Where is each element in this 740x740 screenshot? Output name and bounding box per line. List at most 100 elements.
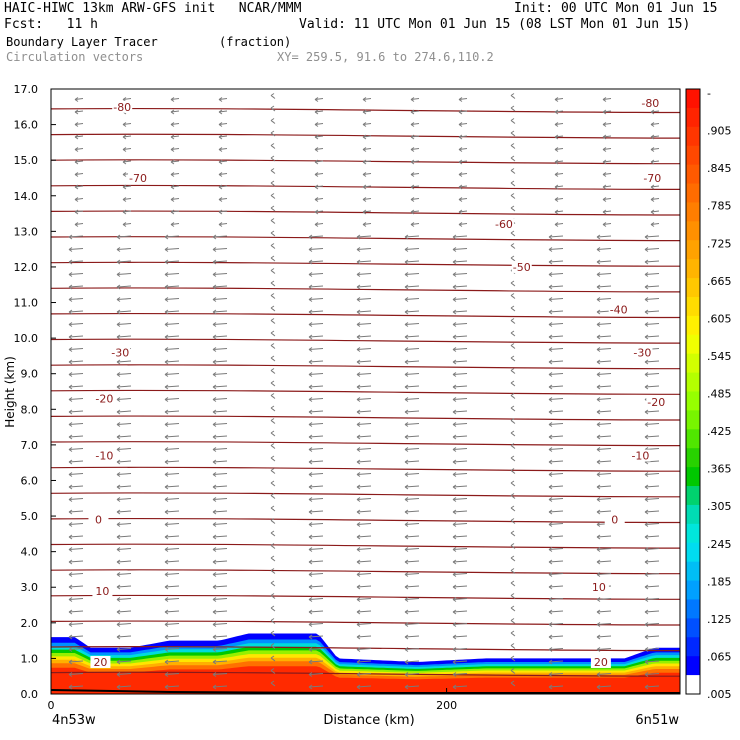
- vector-arrow: [548, 547, 564, 552]
- vector-arrow: [170, 159, 180, 165]
- vector-arrow: [74, 134, 84, 140]
- vector-arrow: [404, 547, 420, 552]
- vector-arrow: [548, 497, 564, 502]
- vector-arrow: [596, 684, 612, 690]
- vector-arrow: [308, 647, 324, 652]
- vector-arrow: [650, 147, 660, 152]
- vector-arrow: [212, 547, 228, 552]
- vector-arrow: [122, 222, 132, 227]
- vector-arrow: [458, 184, 468, 190]
- vector-arrow: [548, 484, 564, 490]
- vector-arrow: [170, 134, 180, 140]
- colorbar-label: .125: [707, 613, 732, 626]
- vector-arrow: [116, 622, 132, 627]
- vector-arrow: [510, 205, 516, 212]
- vector-arrow: [68, 234, 84, 240]
- vector-arrow: [212, 247, 228, 252]
- field-name: Boundary Layer Tracer: [6, 35, 158, 49]
- vector-arrow: [356, 284, 372, 290]
- vector-arrow: [404, 609, 420, 615]
- vector-arrow: [596, 372, 612, 377]
- model-title: HAIC-HIWC 13km ARW-GFS init NCAR/MMM: [4, 1, 302, 16]
- colorbar-label: .365: [707, 463, 732, 476]
- vector-arrow: [644, 647, 660, 652]
- vector-arrow: [452, 647, 468, 652]
- vector-arrow: [212, 597, 228, 602]
- vector-arrow: [404, 659, 420, 665]
- vector-arrow: [356, 359, 372, 365]
- vector-arrow: [270, 505, 276, 512]
- vector-arrow: [68, 559, 84, 565]
- vector-arrow: [644, 322, 660, 327]
- vector-arrow: [596, 334, 612, 340]
- forecast-hour: Fcst: 11 h: [4, 17, 98, 32]
- colorbar-label: .545: [707, 350, 732, 363]
- vector-arrow: [404, 309, 420, 315]
- vector-arrow: [548, 434, 564, 440]
- vector-arrow: [308, 234, 324, 240]
- vector-arrow: [548, 272, 564, 277]
- vector-arrow: [212, 334, 228, 340]
- vector-arrow: [270, 643, 276, 649]
- vector-arrow: [404, 684, 420, 690]
- contour-label: -10: [95, 450, 113, 463]
- contour-label-bg: [646, 396, 667, 409]
- contour-label-bg: [632, 346, 653, 359]
- colorbar-swatch: [686, 429, 700, 449]
- vector-arrow: [452, 497, 468, 502]
- vector-arrow: [596, 547, 612, 552]
- vector-arrow: [452, 534, 468, 540]
- colorbar-label: .065: [707, 650, 732, 663]
- vector-arrow: [212, 584, 228, 590]
- x-axis: 0 200: [48, 688, 457, 712]
- contour-label-bg: [128, 171, 149, 184]
- vector-arrow: [548, 634, 564, 640]
- colorbar-swatch: [686, 675, 700, 695]
- vector-arrow: [602, 109, 612, 115]
- vector-arrow: [356, 584, 372, 590]
- vector-arrow: [74, 147, 84, 152]
- vector-arrow: [452, 684, 468, 690]
- contour-line: [51, 517, 680, 524]
- y-tick-label: 0.0: [21, 688, 39, 701]
- vector-arrow: [410, 109, 420, 115]
- vector-arrow: [270, 168, 276, 174]
- colorbar-swatch: [686, 334, 700, 355]
- vector-arrow: [212, 434, 228, 440]
- vector-arrow: [218, 109, 228, 115]
- vector-arrow: [308, 497, 324, 502]
- vector-arrow: [404, 584, 420, 590]
- vector-arrow: [596, 397, 612, 402]
- vector-arrow: [308, 559, 324, 565]
- vector-arrow: [644, 259, 660, 265]
- vector-arrow: [452, 359, 468, 365]
- vector-arrow: [452, 509, 468, 515]
- vector-arrow: [314, 109, 324, 115]
- vector-arrow: [68, 634, 84, 640]
- vector-arrow: [308, 622, 324, 627]
- y-axis: 0.0 1.0 2.0 3.0 4.0 5.0 6.0 7.0 8.0 9.0 10.0 11.0 12…: [14, 83, 56, 701]
- vector-arrow: [356, 547, 372, 552]
- vector-arrow: [404, 634, 420, 640]
- vector-arrow: [452, 397, 468, 402]
- vector-arrow: [452, 447, 468, 452]
- vector-arrow: [68, 547, 84, 552]
- colorbar-swatch: [686, 486, 700, 506]
- vector-arrow: [458, 97, 468, 102]
- vector-arrow: [68, 609, 84, 615]
- vector-arrow: [510, 230, 516, 237]
- vector-arrow: [404, 522, 420, 527]
- vector-arrow: [410, 197, 420, 202]
- contour-line: [51, 569, 680, 575]
- colorbar-swatch: [686, 315, 700, 336]
- vector-arrow: [308, 534, 324, 540]
- vector-arrow: [308, 484, 324, 490]
- vector-arrow: [212, 572, 228, 577]
- colorbar-swatch: [686, 296, 700, 317]
- vector-arrow: [602, 159, 612, 165]
- vector-arrow: [644, 384, 660, 390]
- vector-arrow: [164, 572, 180, 577]
- contour-line: [51, 441, 680, 447]
- vector-arrow: [596, 647, 612, 652]
- colorbar-swatch: [686, 353, 700, 374]
